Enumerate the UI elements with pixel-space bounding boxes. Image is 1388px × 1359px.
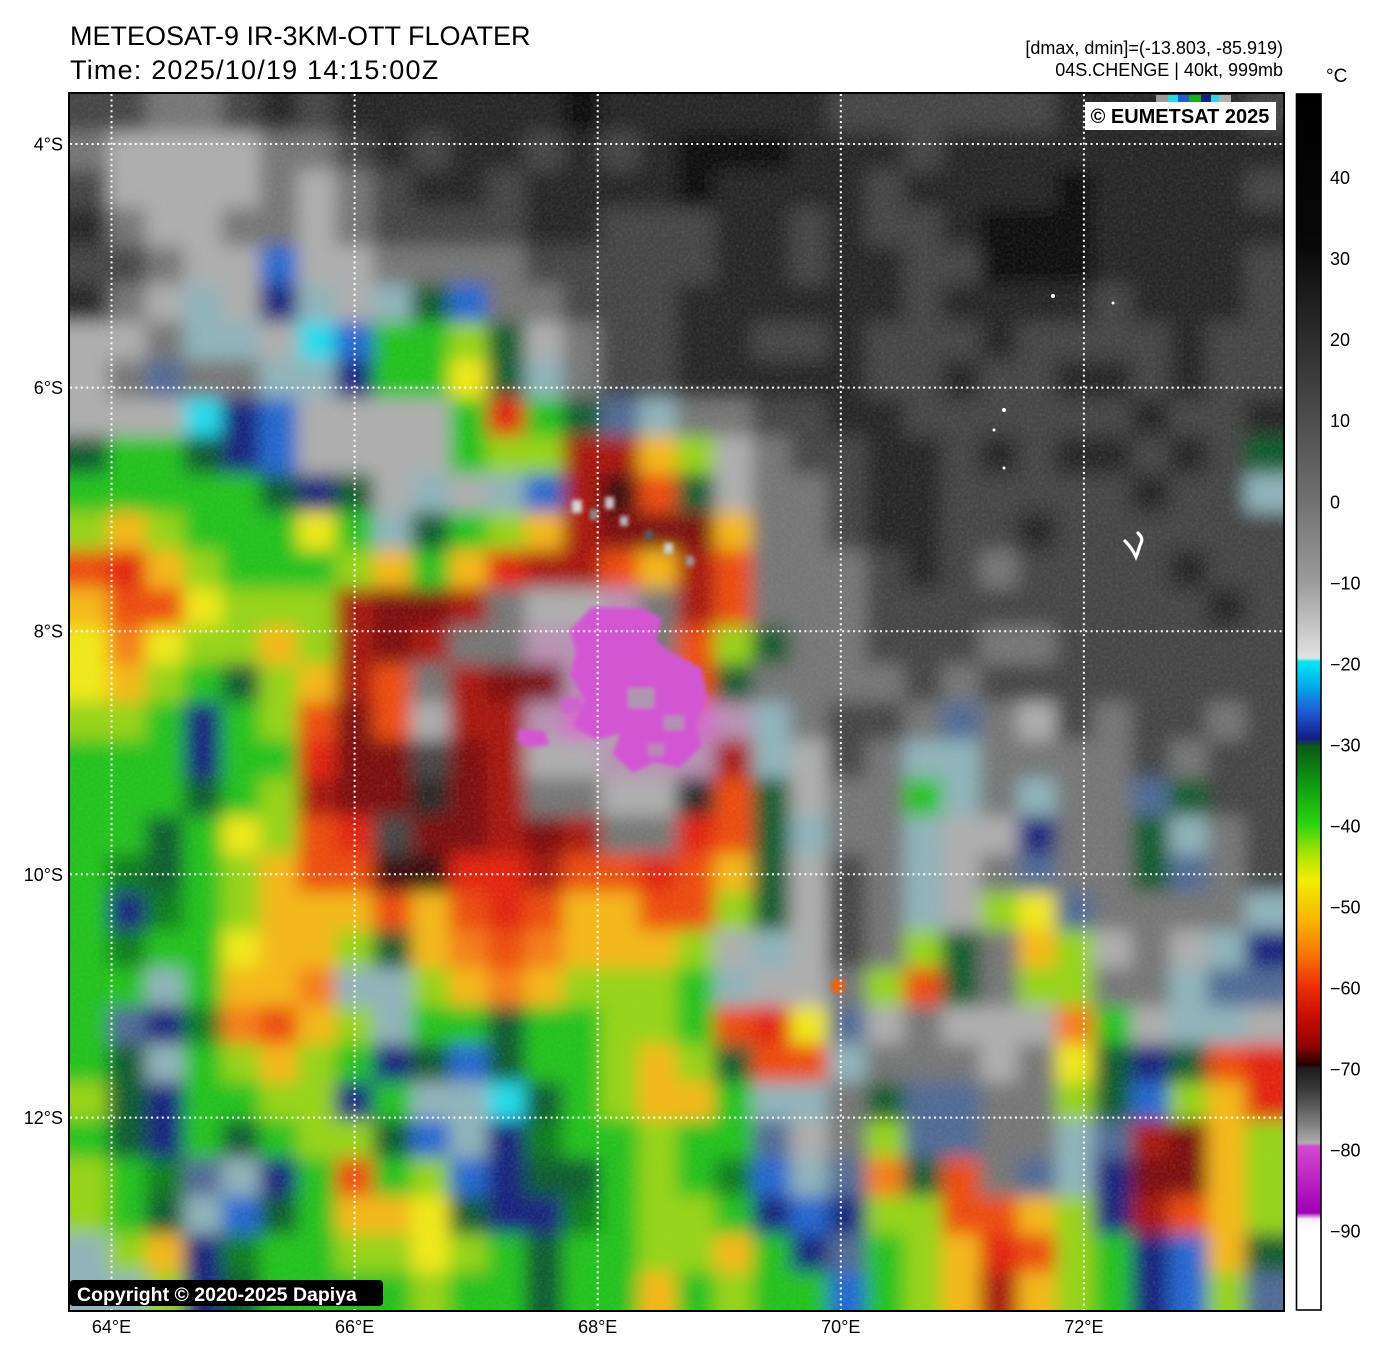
svg-text:40: 40 xyxy=(1330,168,1350,188)
svg-text:−50: −50 xyxy=(1330,898,1361,918)
svg-text:−40: −40 xyxy=(1330,817,1361,837)
svg-text:6°S: 6°S xyxy=(34,378,63,398)
svg-text:Time: 2025/10/19 14:15:00Z: Time: 2025/10/19 14:15:00Z xyxy=(70,55,439,85)
svg-text:0: 0 xyxy=(1330,492,1340,512)
svg-text:METEOSAT-9 IR-3KM-OTT FLOATER: METEOSAT-9 IR-3KM-OTT FLOATER xyxy=(70,21,531,51)
svg-text:72°E: 72°E xyxy=(1064,1317,1103,1337)
svg-text:4°S: 4°S xyxy=(34,135,63,155)
svg-text:© EUMETSAT 2025: © EUMETSAT 2025 xyxy=(1091,106,1270,128)
svg-text:Copyright © 2020-2025 Dapiya: Copyright © 2020-2025 Dapiya xyxy=(77,1284,357,1306)
svg-text:20: 20 xyxy=(1330,330,1350,350)
svg-text:70°E: 70°E xyxy=(821,1317,860,1337)
svg-text:−10: −10 xyxy=(1330,573,1361,593)
svg-text:12°S: 12°S xyxy=(24,1108,63,1128)
svg-text:8°S: 8°S xyxy=(34,622,63,642)
svg-text:−80: −80 xyxy=(1330,1141,1361,1161)
svg-text:−60: −60 xyxy=(1330,979,1361,999)
svg-text:04S.CHENGE | 40kt, 999mb: 04S.CHENGE | 40kt, 999mb xyxy=(1055,60,1283,80)
svg-text:66°E: 66°E xyxy=(335,1317,374,1337)
svg-text:10°S: 10°S xyxy=(24,865,63,885)
svg-text:64°E: 64°E xyxy=(92,1317,131,1337)
svg-text:30: 30 xyxy=(1330,249,1350,269)
svg-text:−70: −70 xyxy=(1330,1060,1361,1080)
svg-text:68°E: 68°E xyxy=(578,1317,617,1337)
svg-text:−90: −90 xyxy=(1330,1222,1361,1242)
svg-text:[dmax, dmin]=(-13.803, -85.919: [dmax, dmin]=(-13.803, -85.919) xyxy=(1025,38,1283,58)
svg-text:−30: −30 xyxy=(1330,736,1361,756)
svg-text:°C: °C xyxy=(1326,66,1347,87)
svg-text:10: 10 xyxy=(1330,411,1350,431)
svg-text:−20: −20 xyxy=(1330,654,1361,674)
